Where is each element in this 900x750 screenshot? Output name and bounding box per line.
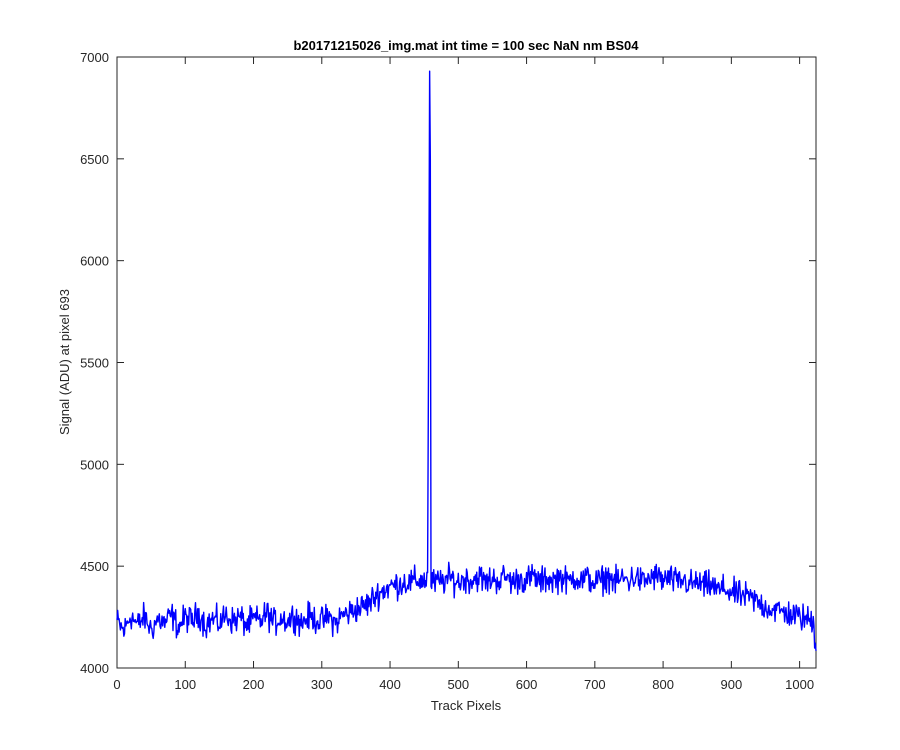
x-tick-label: 0	[113, 677, 120, 692]
chart-title: b20171215026_img.mat int time = 100 sec …	[293, 38, 639, 53]
y-tick-label: 5500	[80, 356, 109, 371]
x-tick-label: 700	[584, 677, 606, 692]
x-tick-label: 400	[379, 677, 401, 692]
y-tick-label: 5000	[80, 457, 109, 472]
y-tick-label: 4000	[80, 661, 109, 676]
y-tick-label: 6000	[80, 254, 109, 269]
y-tick-label: 4500	[80, 559, 109, 574]
x-tick-label: 800	[652, 677, 674, 692]
y-axis-label: Signal (ADU) at pixel 693	[57, 289, 72, 435]
series-layer	[116, 70, 817, 651]
signal-series-line	[116, 70, 817, 651]
x-axis-label: Track Pixels	[431, 698, 502, 713]
x-tick-label: 1000	[785, 677, 814, 692]
x-tick-label: 100	[174, 677, 196, 692]
x-tick-label: 300	[311, 677, 333, 692]
x-tick-label: 200	[243, 677, 265, 692]
x-tick-label: 500	[447, 677, 469, 692]
y-tick-label: 6500	[80, 152, 109, 167]
x-tick-label: 600	[516, 677, 538, 692]
axes-box	[116, 56, 817, 669]
plot-area: 0 100 200 300 400 500 600 700 800 900 1000 4000 4500…	[80, 50, 817, 692]
x-tick-label: 900	[721, 677, 743, 692]
y-tick-label: 7000	[80, 50, 109, 65]
ticks-layer: 0 100 200 300 400 500 600 700 800 900 1000 4000 4500…	[80, 50, 816, 692]
